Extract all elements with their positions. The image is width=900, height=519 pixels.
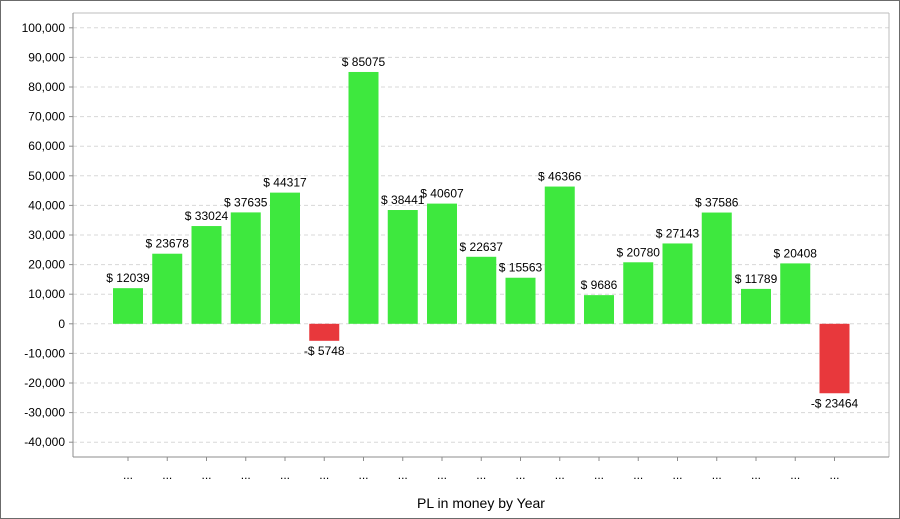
bar	[309, 323, 340, 341]
bar-value-label: $ 40607	[420, 187, 464, 201]
bar-value-label: $ 9686	[581, 278, 618, 292]
x-tick-label: ...	[123, 468, 133, 482]
x-tick-label: ...	[712, 468, 722, 482]
x-tick-label: ...	[358, 468, 368, 482]
bar	[387, 210, 418, 324]
bar-value-label: $ 15563	[499, 261, 543, 275]
x-tick-label: ...	[437, 468, 447, 482]
y-tick-label: 90,000	[28, 50, 65, 64]
bar	[152, 253, 183, 324]
bar	[701, 212, 732, 324]
x-tick-label: ...	[633, 468, 643, 482]
bar	[191, 226, 222, 324]
bar-value-label: $ 20408	[774, 246, 818, 260]
x-tick-label: ...	[751, 468, 761, 482]
bar-value-label: $ 33024	[185, 209, 229, 223]
y-tick-label: 0	[58, 317, 65, 331]
y-tick-label: 40,000	[28, 198, 65, 212]
bar-value-label: $ 22637	[460, 240, 504, 254]
bar-value-label: $ 44317	[263, 176, 307, 190]
bar	[505, 277, 536, 324]
bar	[113, 288, 143, 324]
x-tick-label: ...	[672, 468, 682, 482]
y-tick-label: 80,000	[28, 80, 65, 94]
bar	[466, 256, 497, 324]
y-tick-label: 20,000	[28, 258, 65, 272]
x-tick-label: ...	[241, 468, 251, 482]
x-tick-label: ...	[319, 468, 329, 482]
bar-value-label: $ 37635	[224, 195, 268, 209]
x-tick-label: ...	[594, 468, 604, 482]
bar-value-label: -$ 23464	[811, 396, 859, 410]
y-tick-label: 100,000	[22, 21, 66, 35]
y-tick-labels: -40,000 -30,000 -20,000 -10,000 0 10,000 20,00…	[22, 21, 73, 449]
bar-value-label: $ 12039	[106, 271, 150, 285]
bar	[348, 71, 379, 324]
data-labels: $ 12039 $ 23678 $ 33024$ 37635 $ 44317 -$ 57…	[106, 55, 858, 410]
x-tick-label: ...	[515, 468, 525, 482]
x-tick-label: ...	[201, 468, 211, 482]
y-tick-label: 70,000	[28, 110, 65, 124]
x-tick-label: ...	[790, 468, 800, 482]
x-tick-label: ...	[555, 468, 565, 482]
bar	[230, 212, 261, 324]
bar	[427, 203, 457, 324]
bar-value-label: $ 37586	[695, 196, 739, 210]
bar-value-label: $ 46366	[538, 170, 582, 184]
x-axis-title: PL in money by Year	[417, 495, 545, 511]
y-tick-label: -20,000	[24, 376, 65, 390]
x-tick-labels: ........................................…	[123, 457, 840, 482]
x-tick-label: ...	[829, 468, 839, 482]
bar	[662, 243, 693, 324]
bar-value-label: $ 27143	[656, 226, 700, 240]
x-tick-label: ...	[162, 468, 172, 482]
y-tick-label: -10,000	[24, 346, 65, 360]
bar	[623, 262, 654, 324]
bar-value-label: $ 85075	[342, 55, 386, 69]
bar-value-label: $ 23678	[146, 237, 190, 251]
bar-value-label: -$ 5748	[304, 344, 345, 358]
y-tick-label: 60,000	[28, 139, 65, 153]
x-tick-label: ...	[280, 468, 290, 482]
y-tick-label: 10,000	[28, 287, 65, 301]
y-tick-label: -30,000	[24, 406, 65, 420]
bar	[270, 192, 300, 324]
y-tick-label: 50,000	[28, 169, 65, 183]
y-tick-label: -40,000	[24, 435, 65, 449]
bar-value-label: $ 38441	[381, 193, 425, 207]
bar	[584, 295, 614, 324]
bar	[544, 186, 575, 324]
x-tick-label: ...	[398, 468, 408, 482]
bars	[113, 71, 850, 394]
bar	[780, 263, 811, 324]
bar-value-label: $ 11789	[735, 272, 778, 286]
bar-value-label: $ 20780	[617, 245, 661, 259]
bar	[741, 288, 771, 324]
y-tick-label: 30,000	[28, 228, 65, 242]
bar	[819, 323, 850, 394]
x-tick-label: ...	[476, 468, 486, 482]
